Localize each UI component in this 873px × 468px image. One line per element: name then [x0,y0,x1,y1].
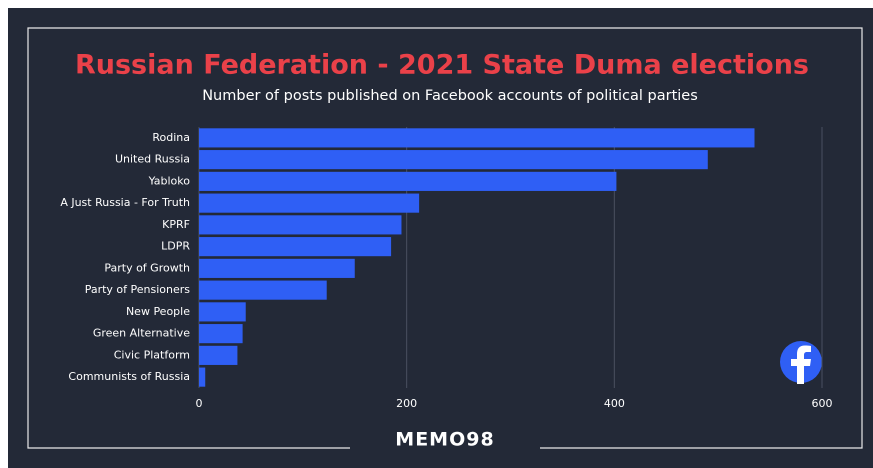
y-tick-label: Party of Pensioners [85,283,191,296]
y-tick-label: Yabloko [148,174,191,187]
x-tick-label: 0 [196,397,203,410]
x-tick-label: 200 [396,397,417,410]
bar [199,345,238,365]
y-tick-label: Green Alternative [93,327,190,340]
bar [199,171,617,191]
bar [199,258,355,278]
facebook-f [791,345,811,384]
bar [199,324,243,344]
bar [199,215,402,235]
bar [199,193,420,213]
y-tick-label: New People [126,305,190,318]
y-tick-label: United Russia [115,153,190,166]
bar [199,280,327,300]
chart-title: Russian Federation - 2021 State Duma ele… [75,50,809,81]
bar [199,128,755,148]
logo: MEMO98 [395,429,494,451]
x-tick-label: 400 [604,397,625,410]
frame [27,27,863,449]
bar [199,150,708,170]
chart-subtitle: Number of posts published on Facebook ac… [202,88,698,104]
y-tick-label: Party of Growth [104,261,190,274]
bar [199,302,246,322]
y-tick-label: Communists of Russia [68,370,190,383]
background [8,8,873,468]
bar [199,367,206,387]
y-tick-label: KPRF [162,218,190,231]
y-tick-label: LDPR [161,240,190,253]
y-tick-label: Rodina [152,131,190,144]
y-tick-label: Civic Platform [114,348,190,361]
bar [199,237,392,257]
x-tick-label: 600 [812,397,833,410]
y-tick-label: A Just Russia - For Truth [60,196,190,209]
